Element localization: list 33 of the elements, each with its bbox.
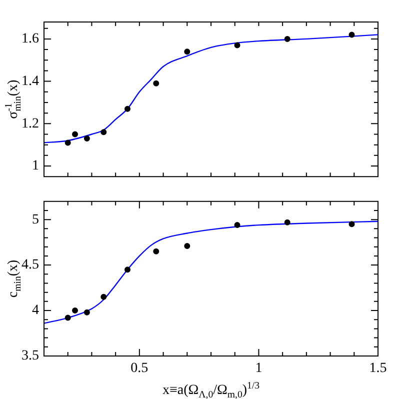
point <box>348 221 355 228</box>
point <box>64 140 71 146</box>
point <box>184 48 190 55</box>
line-series <box>44 220 378 324</box>
point <box>72 131 78 138</box>
y-tick-label: 1 <box>32 158 39 174</box>
x-tick-label: 1 <box>255 361 262 376</box>
point <box>348 32 355 38</box>
point <box>124 106 130 112</box>
y-tick-label: 4 <box>32 303 39 318</box>
y-tick-label: 1.4 <box>22 74 39 89</box>
point <box>84 135 90 142</box>
y-axis-title: σ-1min(x) <box>3 79 24 119</box>
point <box>284 36 290 42</box>
point <box>153 248 160 254</box>
point <box>234 222 240 228</box>
y-tick-label: 1.6 <box>22 32 39 47</box>
point <box>72 308 78 314</box>
y-tick-label: 1.2 <box>22 116 39 132</box>
x-tick-label: 0.5 <box>130 361 148 376</box>
point <box>64 314 71 321</box>
point <box>100 129 107 136</box>
point <box>153 80 160 86</box>
point <box>284 219 290 226</box>
point <box>100 294 107 300</box>
y-tick-label: 3.5 <box>22 348 39 364</box>
point <box>84 309 90 316</box>
point <box>234 42 240 48</box>
y-tick-label: 5 <box>32 212 39 228</box>
point <box>124 266 130 273</box>
point <box>184 242 190 249</box>
x-tick-label: 1.5 <box>369 361 387 376</box>
y-tick-label: 4.5 <box>22 258 39 273</box>
